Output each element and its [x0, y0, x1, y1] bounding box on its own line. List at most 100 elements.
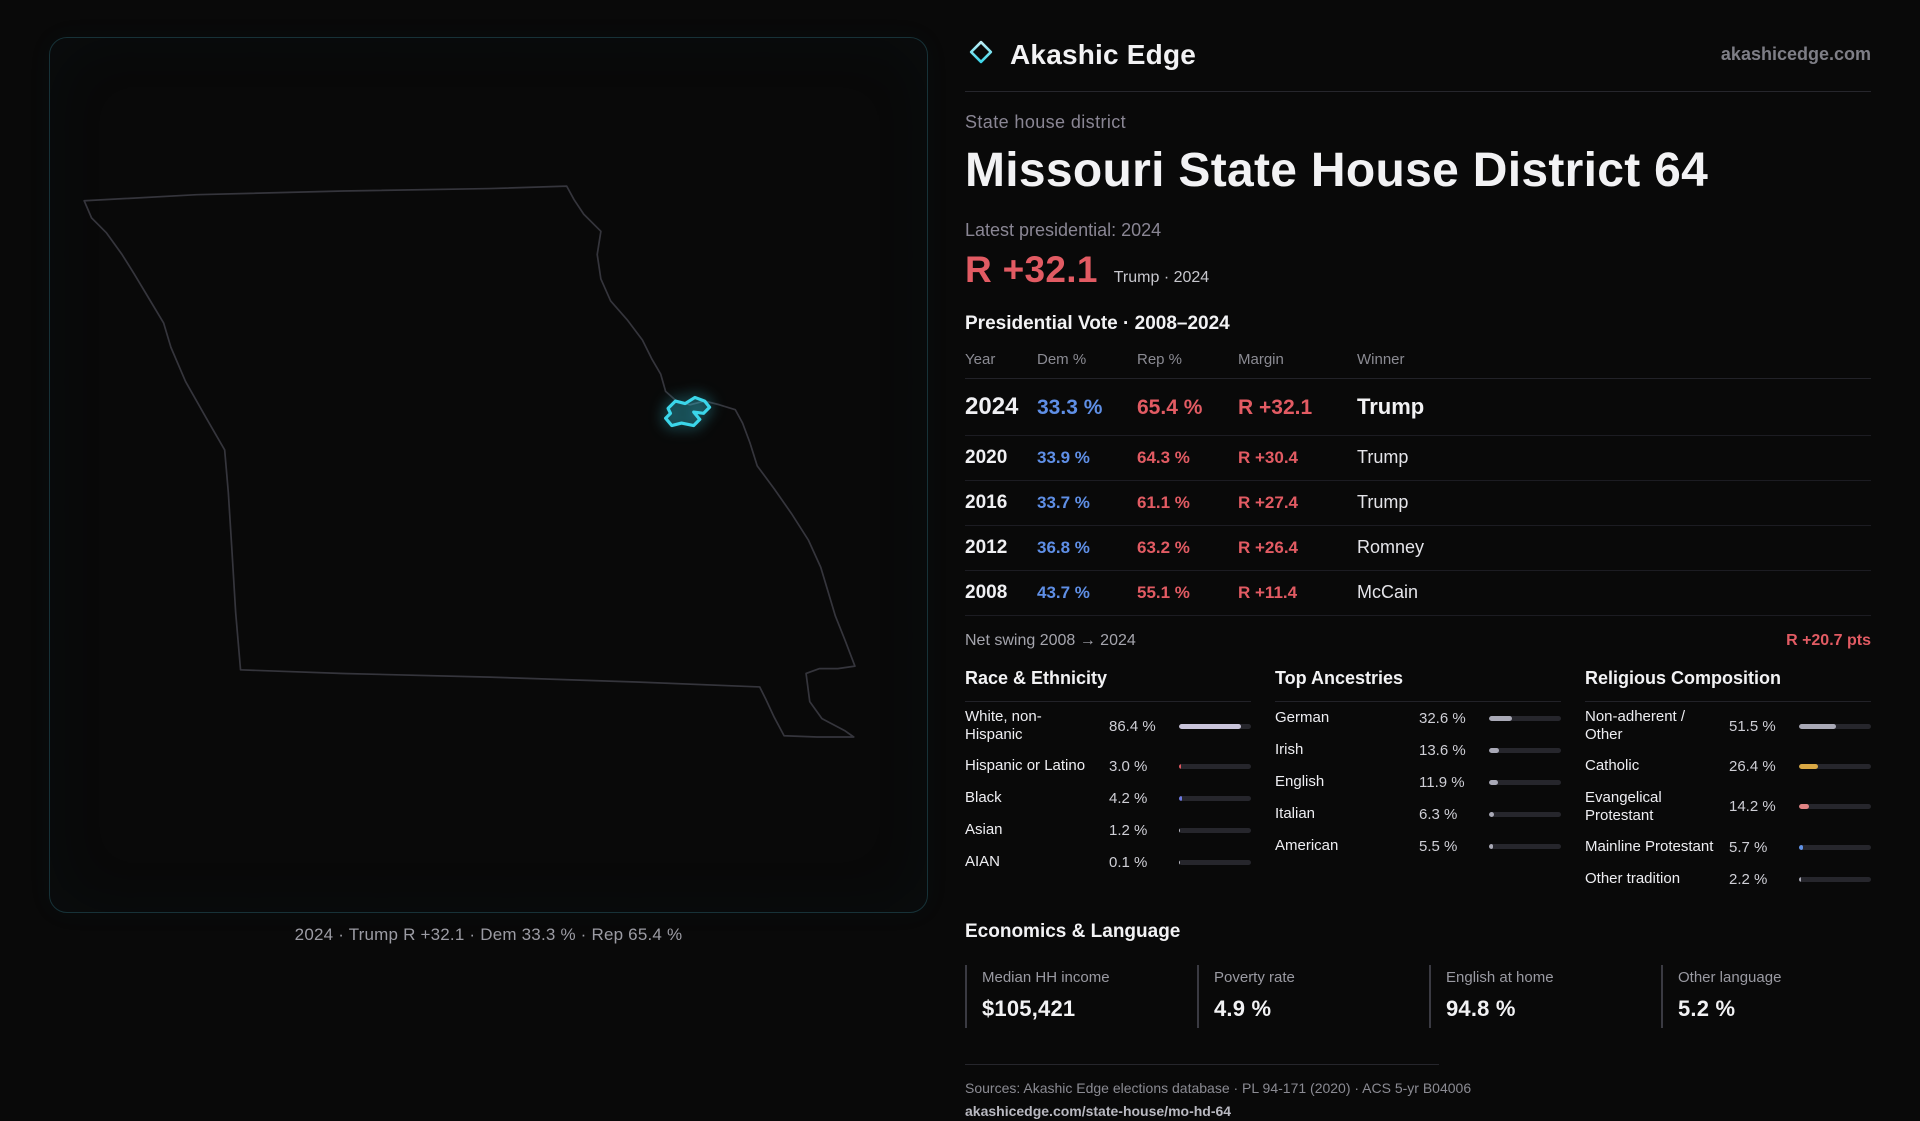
bar-track	[1489, 843, 1561, 849]
vote-table-header: Year Dem % Rep % Margin Winner	[965, 351, 1871, 379]
bar-fill	[1489, 811, 1494, 817]
stat-value: $105,421	[982, 996, 1076, 1022]
item-label: English	[1275, 772, 1325, 790]
cell-year: 2012	[965, 537, 1008, 558]
item-value: 51.5 %	[1729, 717, 1776, 735]
group-title: Race & Ethnicity	[965, 668, 1251, 702]
brand: Akashic Edge	[965, 36, 1196, 73]
item-label: White, non-Hispanic	[965, 708, 1042, 744]
bar-track	[1489, 779, 1561, 785]
cell-margin: R +27.4	[1238, 493, 1299, 512]
item-label: Black	[965, 789, 1002, 807]
col-rep: Rep %	[1137, 351, 1183, 368]
item-value: 11.9 %	[1419, 773, 1465, 791]
economics-stats: Median HH income $105,421 Poverty rate 4…	[965, 965, 1871, 1029]
list-item: Other tradition 2.2 %	[1585, 863, 1871, 895]
race-ethnicity-group: Race & Ethnicity White, non-Hispanic 86.…	[965, 668, 1251, 895]
cell-dem: 36.8 %	[1037, 538, 1090, 557]
brand-domain-link[interactable]: akashicedge.com	[1720, 44, 1871, 64]
list-item: White, non-Hispanic 86.4 %	[965, 702, 1251, 751]
bar-track	[1179, 828, 1251, 834]
list-item: Asian 1.2 %	[965, 815, 1251, 847]
cell-winner: Trump	[1357, 492, 1409, 512]
page-title: Missouri State House District 64	[965, 144, 1709, 197]
stat-label: Other language	[1678, 969, 1782, 987]
item-label: Irish	[1275, 740, 1304, 758]
bar-fill	[1179, 764, 1182, 770]
group-title: Religious Composition	[1585, 668, 1871, 702]
item-value: 1.2 %	[1109, 822, 1148, 840]
table-row: 2024 33.3 % 65.4 % R +32.1 Trump	[965, 379, 1871, 436]
list-item: Catholic 26.4 %	[1585, 751, 1871, 783]
diamond-logo-icon	[965, 36, 997, 73]
district-shape	[664, 395, 712, 428]
stat-box: Other language 5.2 %	[1661, 965, 1871, 1029]
district-report: Akashic Edge akashicedge.com State house…	[965, 30, 1871, 1121]
stat-box: English at home 94.8 %	[1429, 965, 1639, 1029]
cell-dem: 33.3 %	[1037, 396, 1103, 419]
cell-rep: 64.3 %	[1137, 448, 1190, 467]
bar-fill	[1799, 764, 1818, 770]
cell-winner: McCain	[1357, 582, 1419, 602]
col-year: Year	[965, 351, 996, 368]
table-row: 2016 33.7 % 61.1 % R +27.4 Trump	[965, 481, 1871, 526]
bar-fill	[1489, 843, 1493, 849]
ancestry-group: Top Ancestries German 32.6 % Irish 13.6 …	[1275, 668, 1561, 895]
item-value: 26.4 %	[1729, 758, 1776, 776]
item-label: Italian	[1275, 804, 1316, 822]
stat-label: Median HH income	[982, 969, 1110, 987]
item-value: 32.6 %	[1419, 709, 1466, 727]
item-value: 2.2 %	[1729, 870, 1768, 888]
bar-fill	[1799, 804, 1810, 810]
net-swing-label: Net swing 2008 → 2024	[965, 632, 1136, 649]
cell-margin: R +26.4	[1238, 538, 1299, 557]
bar-track	[1179, 764, 1251, 770]
item-value: 4.2 %	[1109, 790, 1148, 808]
missouri-map	[83, 185, 856, 738]
table-row: 2020 33.9 % 64.3 % R +30.4 Trump	[965, 436, 1871, 481]
footer-permalink-link[interactable]: akashicedge.com/state-house/mo-hd-64	[965, 1103, 1232, 1120]
stat-label: English at home	[1446, 969, 1554, 987]
bar-track	[1179, 796, 1251, 802]
bar-fill	[1179, 796, 1183, 802]
stat-label: Poverty rate	[1214, 969, 1295, 987]
map-panel	[49, 37, 928, 913]
bar-track	[1799, 876, 1871, 882]
item-value: 6.3 %	[1419, 805, 1458, 823]
cell-rep: 65.4 %	[1137, 396, 1203, 419]
item-label: Mainline Protestant	[1585, 838, 1714, 856]
col-dem: Dem %	[1037, 351, 1087, 368]
stat-box: Poverty rate 4.9 %	[1197, 965, 1407, 1029]
cell-winner: Trump	[1357, 447, 1409, 467]
col-winner: Winner	[1357, 351, 1405, 368]
list-item: Black 4.2 %	[965, 783, 1251, 815]
cell-winner: Trump	[1357, 394, 1425, 419]
bar-fill	[1799, 723, 1837, 729]
vote-table-title: Presidential Vote · 2008–2024	[965, 313, 1230, 334]
item-value: 0.1 %	[1109, 854, 1148, 872]
item-value: 3.0 %	[1109, 758, 1148, 776]
headline-sub: Trump · 2024	[1113, 269, 1210, 286]
bar-fill	[1489, 747, 1499, 753]
footer-sources: Sources: Akashic Edge elections database…	[965, 1080, 1472, 1097]
list-item: German 32.6 %	[1275, 702, 1561, 734]
kicker: State house district	[965, 112, 1127, 132]
header-bar: Akashic Edge akashicedge.com	[965, 30, 1871, 92]
religion-group: Religious Composition Non-adherent / Oth…	[1585, 668, 1871, 895]
latest-label: Latest presidential: 2024	[965, 220, 1162, 240]
item-label: Catholic	[1585, 757, 1640, 775]
cell-winner: Romney	[1357, 537, 1425, 557]
bar-track	[1489, 747, 1561, 753]
cell-margin: R +32.1	[1238, 396, 1313, 419]
list-item: Mainline Protestant 5.7 %	[1585, 831, 1871, 863]
list-item: Evangelical Protestant 14.2 %	[1585, 783, 1871, 832]
col-margin: Margin	[1238, 351, 1284, 368]
table-row: 2012 36.8 % 63.2 % R +26.4 Romney	[965, 526, 1871, 571]
bar-fill	[1179, 860, 1180, 866]
bar-track	[1179, 860, 1251, 866]
economics-title: Economics & Language	[965, 921, 1181, 943]
net-swing-row: Net swing 2008 → 2024 R +20.7 pts	[965, 616, 1871, 654]
list-item: American 5.5 %	[1275, 830, 1561, 862]
stat-value: 5.2 %	[1678, 996, 1736, 1022]
headline-margin-block: R +32.1 Trump · 2024	[965, 249, 1871, 291]
